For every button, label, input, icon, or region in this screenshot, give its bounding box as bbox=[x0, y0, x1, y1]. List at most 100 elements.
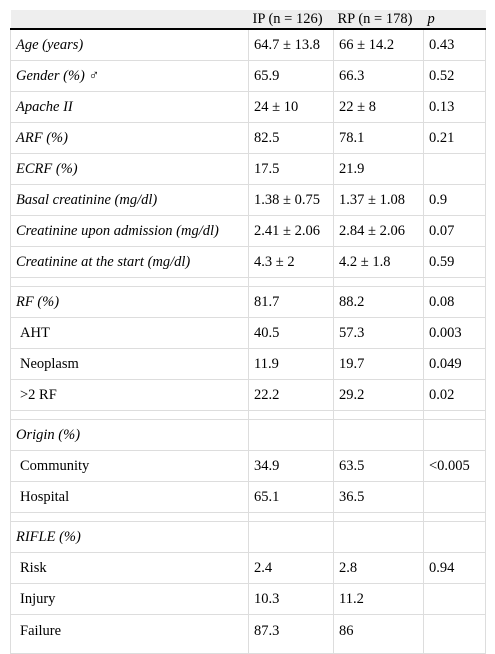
table-row: Origin (%) bbox=[10, 419, 486, 451]
separator-cell bbox=[10, 512, 249, 522]
p-value bbox=[423, 583, 486, 615]
rp-value: 86 bbox=[333, 614, 424, 654]
ip-value: 65.1 bbox=[248, 481, 334, 513]
p-value: 0.02 bbox=[423, 379, 486, 411]
p-value: 0.003 bbox=[423, 317, 486, 349]
row-label: RF (%) bbox=[10, 286, 249, 318]
separator-cell bbox=[10, 277, 249, 287]
p-value: 0.52 bbox=[423, 60, 486, 92]
p-value: 0.43 bbox=[423, 28, 486, 61]
header-p: p bbox=[423, 10, 486, 30]
table-row: Apache II 24 ± 10 22 ± 8 0.13 bbox=[10, 91, 486, 123]
separator-cell bbox=[423, 410, 486, 420]
header-rp: RP (n = 178) bbox=[333, 10, 424, 30]
table-row: Risk 2.4 2.8 0.94 bbox=[10, 552, 486, 584]
row-label: ECRF (%) bbox=[10, 153, 249, 185]
ip-value: 87.3 bbox=[248, 614, 334, 654]
ip-value: 22.2 bbox=[248, 379, 334, 411]
rp-value: 63.5 bbox=[333, 450, 424, 482]
separator-cell bbox=[10, 410, 249, 420]
table-row: Creatinine upon admission (mg/dl) 2.41 ± … bbox=[10, 215, 486, 247]
ip-value: 1.38 ± 0.75 bbox=[248, 184, 334, 216]
ip-value: 64.7 ± 13.8 bbox=[248, 28, 334, 61]
p-value: 0.07 bbox=[423, 215, 486, 247]
separator-cell bbox=[248, 512, 334, 522]
table-row: Gender (%) ♂ 65.9 66.3 0.52 bbox=[10, 60, 486, 92]
rp-value: 4.2 ± 1.8 bbox=[333, 246, 424, 278]
row-label: Basal creatinine (mg/dl) bbox=[10, 184, 249, 216]
row-label: Failure bbox=[10, 614, 249, 654]
ip-value: 10.3 bbox=[248, 583, 334, 615]
table-row: RIFLE (%) bbox=[10, 521, 486, 553]
table-row: Failure 87.3 86 bbox=[10, 614, 486, 654]
table-row: Basal creatinine (mg/dl) 1.38 ± 0.75 1.37 … bbox=[10, 184, 486, 216]
ip-value: 11.9 bbox=[248, 348, 334, 380]
rp-value: 2.84 ± 2.06 bbox=[333, 215, 424, 247]
p-value: 0.08 bbox=[423, 286, 486, 318]
ip-value: 34.9 bbox=[248, 450, 334, 482]
header-variable bbox=[10, 10, 249, 30]
separator-cell bbox=[333, 277, 424, 287]
row-label: Age (years) bbox=[10, 28, 249, 61]
ip-value: 17.5 bbox=[248, 153, 334, 185]
ip-value: 24 ± 10 bbox=[248, 91, 334, 123]
rp-value: 66 ± 14.2 bbox=[333, 28, 424, 61]
p-value: <0.005 bbox=[423, 450, 486, 482]
rp-value: 88.2 bbox=[333, 286, 424, 318]
ip-value: 82.5 bbox=[248, 122, 334, 154]
table-row: Community 34.9 63.5 <0.005 bbox=[10, 450, 486, 482]
table-row: Age (years) 64.7 ± 13.8 66 ± 14.2 0.43 bbox=[10, 28, 486, 61]
p-value: 0.94 bbox=[423, 552, 486, 584]
p-value bbox=[423, 419, 486, 451]
row-label: Risk bbox=[10, 552, 249, 584]
row-label: Creatinine upon admission (mg/dl) bbox=[10, 215, 249, 247]
p-value bbox=[423, 481, 486, 513]
rp-value: 78.1 bbox=[333, 122, 424, 154]
section-separator bbox=[10, 512, 486, 522]
row-label: Hospital bbox=[10, 481, 249, 513]
table-row: ARF (%) 82.5 78.1 0.21 bbox=[10, 122, 486, 154]
row-label: Injury bbox=[10, 583, 249, 615]
table-row: Hospital 65.1 36.5 bbox=[10, 481, 486, 513]
ip-value: 81.7 bbox=[248, 286, 334, 318]
rp-value: 2.8 bbox=[333, 552, 424, 584]
table-container: IP (n = 126) RP (n = 178) p Age (years) 6… bbox=[10, 10, 486, 654]
rp-value: 57.3 bbox=[333, 317, 424, 349]
p-value: 0.21 bbox=[423, 122, 486, 154]
rp-value: 29.2 bbox=[333, 379, 424, 411]
separator-cell bbox=[333, 512, 424, 522]
ip-value bbox=[248, 521, 334, 553]
p-value bbox=[423, 521, 486, 553]
table-row: ECRF (%) 17.5 21.9 bbox=[10, 153, 486, 185]
separator-cell bbox=[248, 277, 334, 287]
table-row: >2 RF 22.2 29.2 0.02 bbox=[10, 379, 486, 411]
row-label: >2 RF bbox=[10, 379, 249, 411]
separator-cell bbox=[423, 512, 486, 522]
table-row: Creatinine at the start (mg/dl) 4.3 ± 2 4.… bbox=[10, 246, 486, 278]
comparison-table: IP (n = 126) RP (n = 178) p Age (years) 6… bbox=[10, 10, 486, 654]
rp-value bbox=[333, 419, 424, 451]
table-row: Injury 10.3 11.2 bbox=[10, 583, 486, 615]
ip-value: 40.5 bbox=[248, 317, 334, 349]
table-body: Age (years) 64.7 ± 13.8 66 ± 14.2 0.43 Gende… bbox=[10, 28, 486, 654]
rp-value: 21.9 bbox=[333, 153, 424, 185]
row-label: Community bbox=[10, 450, 249, 482]
table-row: AHT 40.5 57.3 0.003 bbox=[10, 317, 486, 349]
p-value bbox=[423, 614, 486, 654]
row-label: Apache II bbox=[10, 91, 249, 123]
rp-value: 1.37 ± 1.08 bbox=[333, 184, 424, 216]
p-value: 0.9 bbox=[423, 184, 486, 216]
header-row: IP (n = 126) RP (n = 178) p bbox=[10, 10, 486, 30]
p-value: 0.13 bbox=[423, 91, 486, 123]
rp-value: 11.2 bbox=[333, 583, 424, 615]
ip-value: 2.4 bbox=[248, 552, 334, 584]
rp-value bbox=[333, 521, 424, 553]
section-separator bbox=[10, 277, 486, 287]
row-label: ARF (%) bbox=[10, 122, 249, 154]
p-value bbox=[423, 153, 486, 185]
table-row: RF (%) 81.7 88.2 0.08 bbox=[10, 286, 486, 318]
row-label: Gender (%) ♂ bbox=[10, 60, 249, 92]
separator-cell bbox=[333, 410, 424, 420]
ip-value bbox=[248, 419, 334, 451]
p-value: 0.049 bbox=[423, 348, 486, 380]
